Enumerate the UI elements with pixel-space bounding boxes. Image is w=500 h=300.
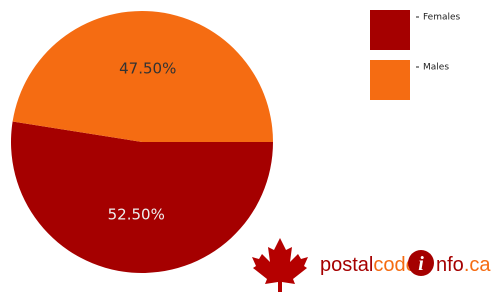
value-label: 47.50% [119,59,176,77]
pie: 52.50% 47.50% [10,11,274,274]
legend-label: Females [423,13,461,23]
logo-wordmark: postalcode [320,254,417,276]
logo-part: nfo [436,254,464,276]
legend-swatch [370,60,410,100]
logo-badge [408,250,434,276]
legend-swatch [370,10,410,50]
logo-wordmark: nfo.ca [436,254,491,276]
value-label: 52.50% [108,206,165,224]
logo-part: .ca [464,254,492,276]
maple-leaf [252,238,308,292]
logo: postalcode i nfo.ca [252,238,491,292]
legend-label: Males [423,63,449,73]
legend: Females Males [370,10,461,100]
logo-part: code [373,254,416,276]
pie-slice [10,121,273,274]
pie-slice [12,11,274,143]
logo-part: postal [320,254,373,276]
logo-part: i [418,253,424,275]
